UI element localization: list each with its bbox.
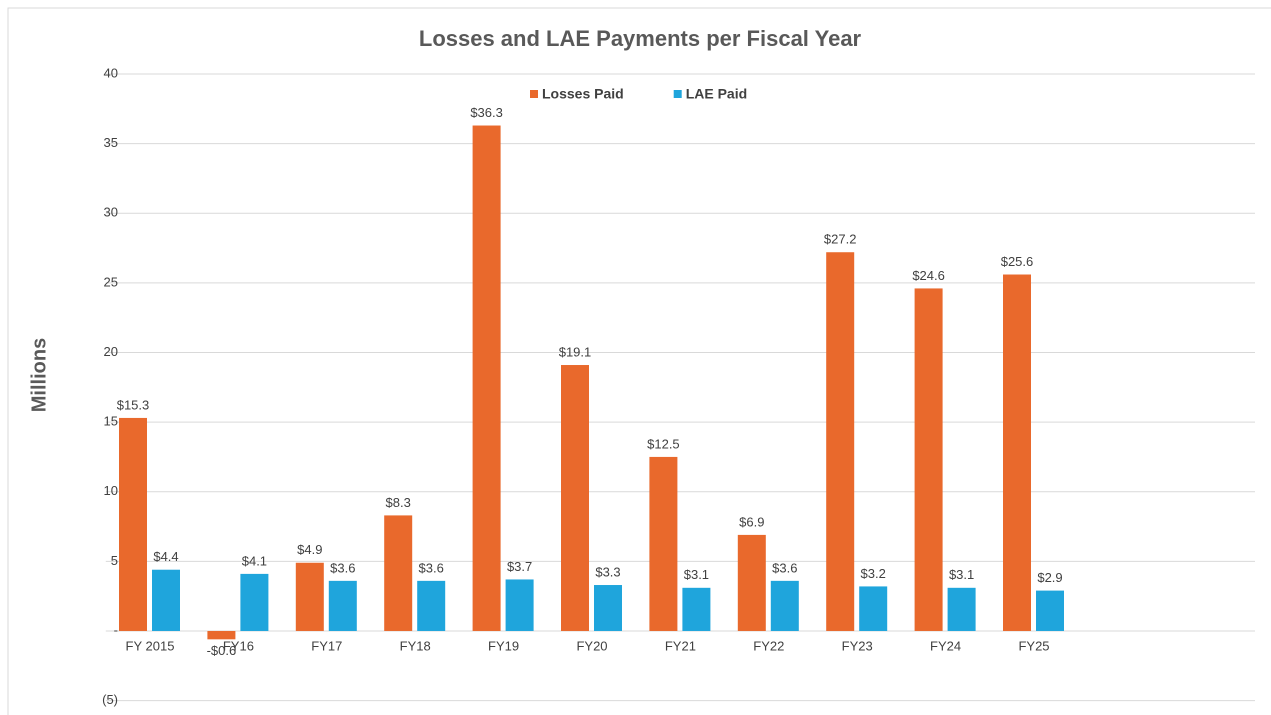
data-label: $6.9 <box>739 514 764 529</box>
y-tick-label: 20 <box>104 344 118 359</box>
bar <box>649 456 678 631</box>
data-label: $27.2 <box>824 232 857 247</box>
legend-swatch <box>530 90 538 98</box>
bar <box>947 587 976 631</box>
x-tick-label: FY17 <box>311 638 342 653</box>
x-tick-label: FY25 <box>1018 638 1049 653</box>
data-label: $36.3 <box>470 105 503 120</box>
data-label: $25.6 <box>1001 254 1034 269</box>
data-label: $3.3 <box>595 564 620 579</box>
bar <box>240 573 269 631</box>
bar <box>328 580 357 631</box>
bar <box>770 580 799 631</box>
y-tick-label: (5) <box>102 692 118 707</box>
data-label: $4.1 <box>242 553 267 568</box>
data-label: -$0.6 <box>207 643 237 658</box>
bar <box>295 562 324 631</box>
data-label: $12.5 <box>647 436 680 451</box>
data-label: $4.9 <box>297 542 322 557</box>
bar <box>859 586 888 631</box>
legend-label: Losses Paid <box>542 86 624 102</box>
legend-swatch <box>673 90 682 98</box>
legend-label: LAE Paid <box>686 86 747 102</box>
y-tick-label: 15 <box>104 414 118 429</box>
data-label: $4.4 <box>153 549 178 564</box>
data-label: $2.9 <box>1037 570 1062 585</box>
data-label: $3.6 <box>419 560 444 575</box>
bar <box>505 579 534 631</box>
x-tick-label: FY 2015 <box>126 638 175 653</box>
x-tick-label: FY22 <box>753 638 784 653</box>
bar <box>119 417 147 631</box>
y-tick-label: 10 <box>104 483 118 498</box>
y-tick-label: 40 <box>104 65 118 80</box>
y-tick-label: 35 <box>104 135 118 150</box>
x-tick-label: FY18 <box>400 638 431 653</box>
x-tick-label: FY20 <box>576 638 607 653</box>
data-label: $24.6 <box>912 268 945 283</box>
x-tick-label: FY23 <box>842 638 873 653</box>
data-label: $3.1 <box>684 567 709 582</box>
x-tick-label: FY21 <box>665 638 696 653</box>
data-label: $3.2 <box>861 566 886 581</box>
x-tick-label: FY16 <box>223 638 254 653</box>
data-label: $3.6 <box>772 560 797 575</box>
bar <box>1036 590 1064 631</box>
bar <box>207 630 236 640</box>
bar <box>384 515 413 631</box>
bar <box>1003 274 1031 631</box>
y-tick-label: - <box>114 622 118 637</box>
chart-frame <box>7 7 1271 715</box>
bar <box>472 125 501 631</box>
bar <box>826 252 855 631</box>
y-tick-label: 30 <box>104 205 118 220</box>
bar <box>152 569 180 631</box>
bar <box>594 585 622 631</box>
data-label: $19.1 <box>559 344 592 359</box>
chart-title: Losses and LAE Payments per Fiscal Year <box>419 26 862 51</box>
data-label: $3.6 <box>330 560 355 575</box>
data-label: $15.3 <box>117 397 150 412</box>
y-tick-label: 5 <box>111 553 118 568</box>
data-label: $8.3 <box>386 495 411 510</box>
bar <box>914 288 943 631</box>
y-axis-label: Millions <box>28 338 50 412</box>
bar <box>417 580 446 631</box>
data-label: $3.1 <box>949 567 974 582</box>
bar <box>561 365 589 631</box>
x-tick-label: FY24 <box>930 638 961 653</box>
y-tick-label: 25 <box>104 274 118 289</box>
bar <box>682 587 711 631</box>
bar <box>737 534 766 631</box>
data-label: $3.7 <box>507 559 532 574</box>
x-tick-label: FY19 <box>488 638 519 653</box>
